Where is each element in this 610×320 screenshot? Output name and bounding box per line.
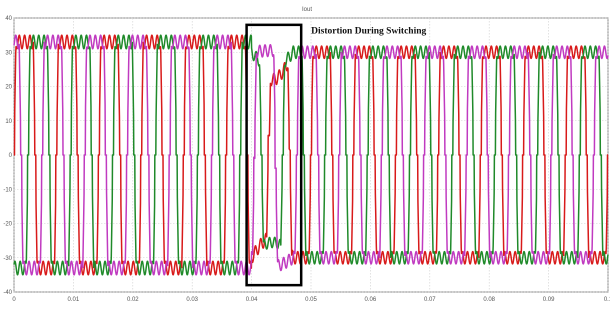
x-tick-label: 0.02 <box>127 297 139 303</box>
x-tick-label: 0.05 <box>305 297 317 303</box>
y-tick-label: 20 <box>5 85 12 91</box>
x-tick-label: 0.1 <box>604 297 610 303</box>
x-tick-label: 0.03 <box>186 297 198 303</box>
x-tick-label: 0.06 <box>365 297 377 303</box>
y-tick-label: 0 <box>9 153 13 159</box>
x-tick-label: 0.07 <box>424 297 436 303</box>
series-line-2 <box>13 34 609 276</box>
switching-highlight-box <box>245 23 303 287</box>
x-tick-label: 0.04 <box>246 297 258 303</box>
x-tick-label: 0 <box>12 297 16 303</box>
y-tick-label: -30 <box>3 256 12 262</box>
series-line-3 <box>13 34 609 276</box>
x-tick-label: 0.08 <box>483 297 495 303</box>
y-tick-label: 40 <box>5 16 12 22</box>
y-tick-label: 10 <box>5 119 12 125</box>
x-tick-label: 0.01 <box>68 297 80 303</box>
annotation-layer: Distortion During Switching <box>245 23 426 287</box>
annotation-label: Distortion During Switching <box>311 26 426 36</box>
y-tick-label: -10 <box>3 187 12 193</box>
series-line-1 <box>13 34 609 276</box>
y-tick-label: -20 <box>3 222 12 228</box>
x-tick-label: 0.09 <box>543 297 555 303</box>
y-tick-label: -40 <box>3 290 12 296</box>
y-tick-label: 30 <box>5 50 12 56</box>
chart-title: Iout <box>302 7 312 13</box>
series-layer <box>13 34 609 276</box>
